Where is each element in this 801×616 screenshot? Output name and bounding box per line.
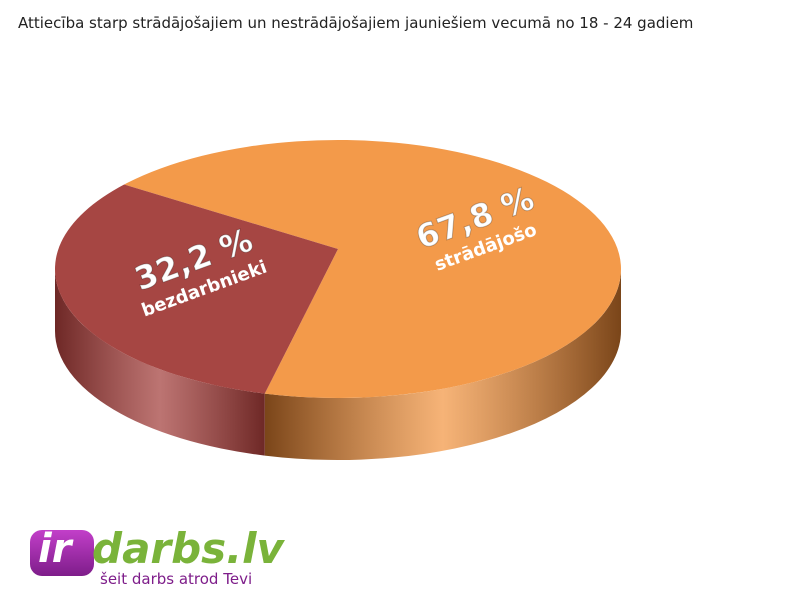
chart-title: Attiecība starp strādājošajiem un nestrā… bbox=[18, 14, 694, 32]
logo-tagline: šeit darbs atrod Tevi bbox=[100, 570, 253, 588]
slice-side bbox=[55, 269, 265, 456]
slice bbox=[55, 184, 339, 394]
slice-side bbox=[264, 269, 621, 460]
logo-box bbox=[30, 530, 94, 576]
logo-prefix: ir bbox=[38, 526, 72, 572]
logo: ir darbs.lv šeit darbs atrod Tevi bbox=[30, 524, 290, 598]
logo-brand: darbs.lv bbox=[92, 524, 284, 573]
slice bbox=[124, 140, 621, 399]
